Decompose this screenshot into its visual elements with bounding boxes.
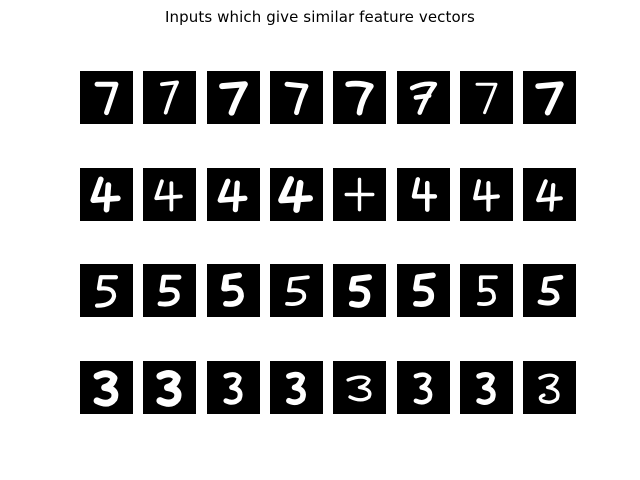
digit-stroke	[284, 81, 309, 116]
digit-stroke	[156, 370, 182, 407]
digit-glyph	[413, 272, 436, 307]
digit-glyph	[409, 81, 438, 115]
digit-stroke	[537, 274, 564, 306]
digit-stroke	[536, 179, 563, 212]
digit-glyph	[413, 372, 433, 405]
digit-glyph	[160, 80, 179, 115]
digit-image-4	[80, 168, 133, 221]
digit-stroke	[413, 372, 433, 405]
digit-image-3	[397, 361, 450, 414]
digit-image-5	[270, 264, 323, 317]
digit-stroke	[94, 81, 119, 116]
digit-stroke	[411, 177, 438, 212]
digit-stroke	[345, 80, 374, 116]
digit-glyph	[157, 274, 182, 307]
digit-stroke	[285, 275, 310, 306]
digit-stroke	[348, 274, 372, 308]
digit-stroke	[475, 82, 498, 115]
digit-glyph	[475, 82, 498, 115]
digit-image-3	[80, 361, 133, 414]
digit-glyph	[537, 274, 564, 306]
digit-stroke	[344, 177, 375, 212]
digit-stroke	[409, 81, 438, 115]
digit-image-3	[523, 361, 576, 414]
digit-image-7	[207, 71, 260, 124]
digit-glyph	[411, 177, 438, 212]
digit-glyph	[348, 274, 372, 308]
digit-glyph	[221, 272, 244, 307]
digit-glyph	[536, 179, 563, 212]
digit-glyph	[217, 178, 248, 213]
digit-glyph	[219, 81, 248, 116]
digit-stroke	[286, 371, 306, 406]
digit-image-4	[460, 168, 513, 221]
digit-stroke	[90, 176, 121, 213]
digit-image-3	[333, 361, 386, 414]
digit-image-5	[397, 264, 450, 317]
digit-stroke	[223, 372, 243, 405]
digit-image-5	[207, 264, 260, 317]
digit-glyph	[346, 375, 372, 402]
digit-stroke	[477, 275, 498, 306]
digit-glyph	[476, 371, 496, 405]
digit-stroke	[278, 176, 313, 213]
digit-glyph	[285, 275, 310, 306]
digit-stroke	[346, 375, 372, 402]
digit-image-7	[143, 71, 196, 124]
digit-image-7	[270, 71, 323, 124]
digit-glyph	[345, 80, 374, 116]
digit-glyph	[286, 371, 306, 406]
digit-image-4	[207, 168, 260, 221]
digit-stroke	[160, 80, 179, 115]
digit-image-5	[460, 264, 513, 317]
digit-image-3	[207, 361, 260, 414]
digit-image-4	[143, 168, 196, 221]
digit-glyph	[344, 177, 375, 212]
digit-image-5	[333, 264, 386, 317]
digit-image-4	[397, 168, 450, 221]
digit-image-5	[143, 264, 196, 317]
digit-image-7	[80, 71, 133, 124]
digit-glyph	[278, 176, 313, 213]
digit-glyph	[156, 370, 182, 407]
digit-image-3	[460, 361, 513, 414]
digit-stroke	[94, 275, 119, 308]
digit-glyph	[284, 81, 309, 116]
digit-image-3	[270, 361, 323, 414]
digit-glyph	[477, 275, 498, 306]
digit-image-7	[333, 71, 386, 124]
digit-image-7	[397, 71, 450, 124]
digit-stroke	[154, 179, 183, 212]
digit-stroke	[217, 178, 248, 213]
digit-glyph	[223, 372, 243, 405]
digit-image-3	[143, 361, 196, 414]
digit-glyph	[90, 176, 121, 213]
digit-image-7	[523, 71, 576, 124]
digit-glyph	[94, 81, 119, 116]
digit-stroke	[93, 370, 119, 407]
digit-stroke	[538, 373, 560, 404]
digit-image-4	[523, 168, 576, 221]
figure-title: Inputs which give similar feature vector…	[165, 8, 475, 26]
digit-image-5	[523, 264, 576, 317]
digit-image-4	[270, 168, 323, 221]
digit-stroke	[535, 81, 564, 116]
digit-stroke	[476, 371, 496, 405]
digit-glyph	[93, 370, 119, 407]
digit-stroke	[219, 81, 248, 116]
digit-image-5	[80, 264, 133, 317]
digit-stroke	[157, 274, 182, 307]
digit-image-4	[333, 168, 386, 221]
digit-stroke	[413, 272, 436, 307]
digit-glyph	[154, 179, 183, 212]
digit-stroke	[473, 179, 500, 212]
digit-glyph	[535, 81, 564, 116]
digit-glyph	[473, 179, 500, 212]
digit-image-7	[460, 71, 513, 124]
digit-glyph	[538, 373, 560, 404]
digit-stroke	[221, 272, 244, 307]
digit-glyph	[94, 275, 119, 308]
